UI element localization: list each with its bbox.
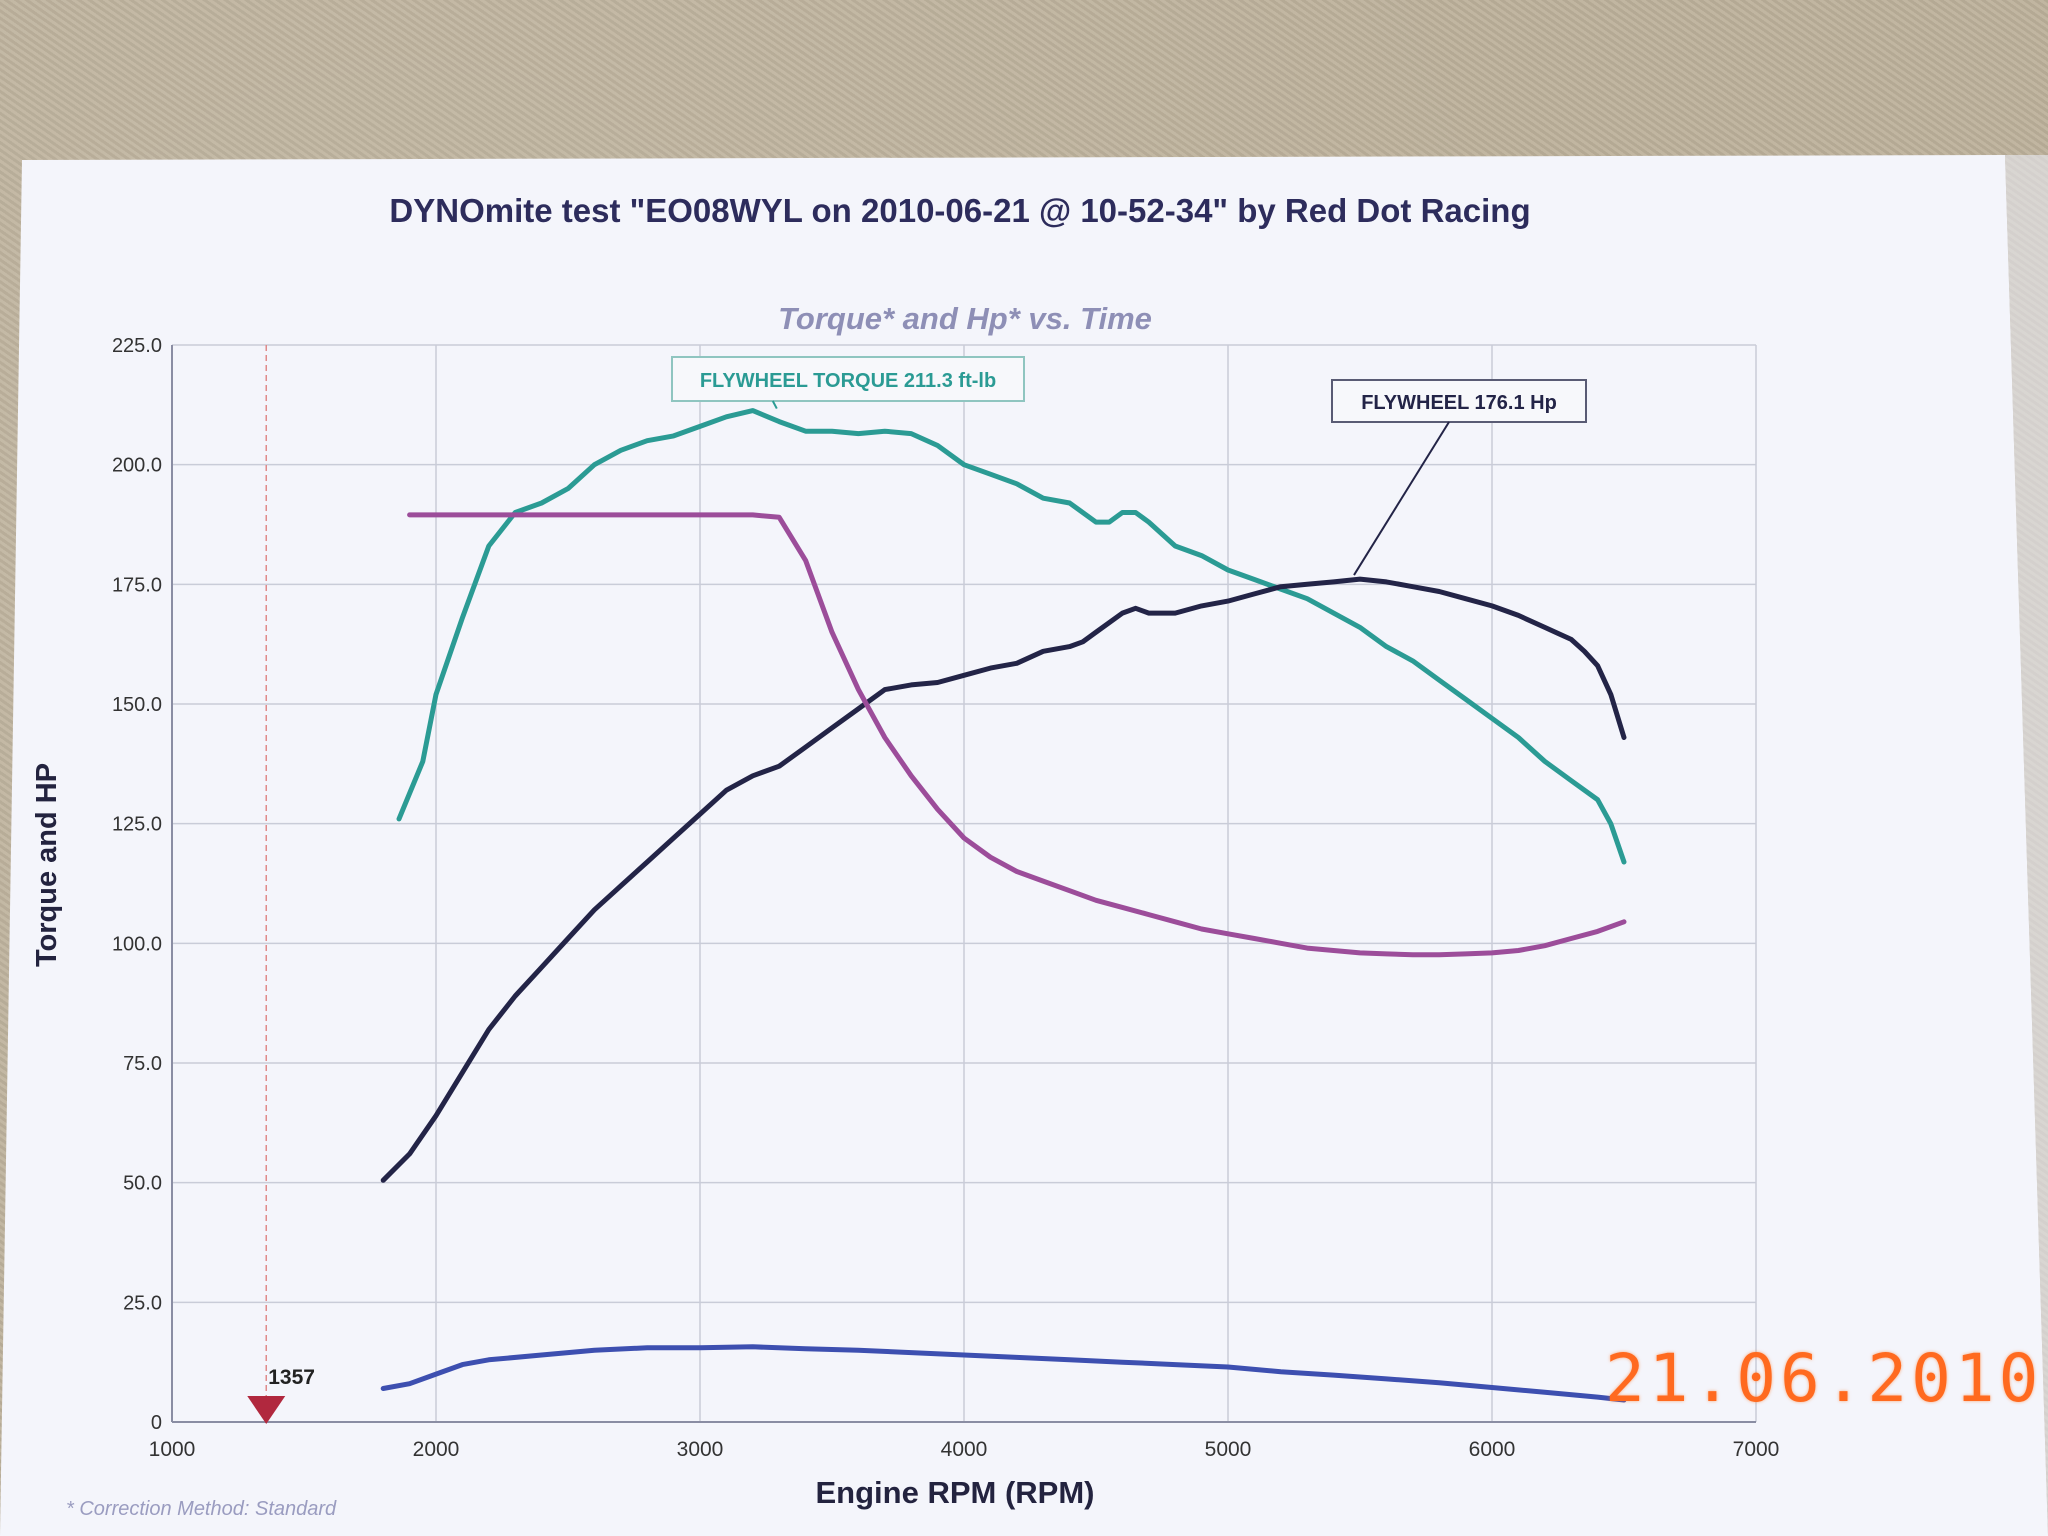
chart-title: DYNOmite test "EO08WYL on 2010-06-21 @ 1… — [389, 192, 1530, 229]
x-tick-label: 1000 — [149, 1438, 196, 1461]
y-tick-label: 200.0 — [112, 455, 162, 477]
x-axis-label: Engine RPM (RPM) — [816, 1475, 1095, 1510]
rpm-marker-triangle — [247, 1396, 286, 1424]
hp-callout-label: FLYWHEEL 176.1 Hp — [1361, 392, 1557, 414]
y-tick-label: 100.0 — [112, 933, 162, 955]
torque-line — [396, 408, 1627, 865]
afr-line — [407, 512, 1627, 958]
y-tick-label: 150.0 — [112, 694, 162, 716]
horsepower-line — [380, 576, 1627, 1183]
y-tick-label: 50.0 — [123, 1173, 162, 1195]
paper-sheet — [0, 155, 2048, 1536]
y-tick-label: 0 — [151, 1412, 162, 1434]
torque-callout-pointer — [771, 400, 778, 410]
axes — [171, 345, 1756, 1423]
torque-callout-label: FLYWHEEL TORQUE 211.3 ft-lb — [700, 370, 996, 392]
x-tick-labels: 1000 2000 3000 4000 5000 6000 7000 — [149, 1438, 1780, 1461]
x-tick-label: 2000 — [413, 1438, 460, 1461]
x-tick-label: 5000 — [1205, 1438, 1252, 1461]
hp-callout: FLYWHEEL 176.1 Hp — [1331, 379, 1587, 576]
x-tick-label: 6000 — [1469, 1438, 1516, 1461]
y-axis-label: Torque and HP — [31, 763, 63, 967]
y-tick-label: 25.0 — [123, 1292, 162, 1314]
torque-callout: FLYWHEEL TORQUE 211.3 ft-lb — [671, 356, 1025, 410]
y-tick-label: 225.0 — [112, 335, 162, 357]
chart-subtitle: Torque* and Hp* vs. Time — [778, 301, 1152, 336]
boost-line — [380, 1344, 1627, 1403]
torque-callout-box — [671, 356, 1025, 402]
hp-callout-box — [1331, 379, 1587, 423]
rpm-marker-label: 1357 — [268, 1366, 315, 1389]
x-tick-label: 7000 — [1733, 1438, 1780, 1461]
series-layer — [380, 408, 1627, 1403]
y-tick-label: 125.0 — [112, 814, 162, 836]
y-tick-labels: 0 25.0 50.0 75.0 100.0 125.0 150.0 175.0 200.0 22… — [112, 335, 162, 1434]
x-tick-label: 4000 — [941, 1438, 988, 1461]
date-stamp: 21.06.2010 — [1605, 1340, 2043, 1417]
correction-footnote: * Correction Method: Standard — [66, 1498, 337, 1520]
hp-callout-pointer — [1353, 421, 1450, 576]
y-tick-label: 175.0 — [112, 574, 162, 596]
y-tick-label: 75.0 — [123, 1053, 162, 1075]
x-tick-label: 3000 — [677, 1438, 724, 1461]
paper-shadow — [2005, 155, 2048, 1536]
